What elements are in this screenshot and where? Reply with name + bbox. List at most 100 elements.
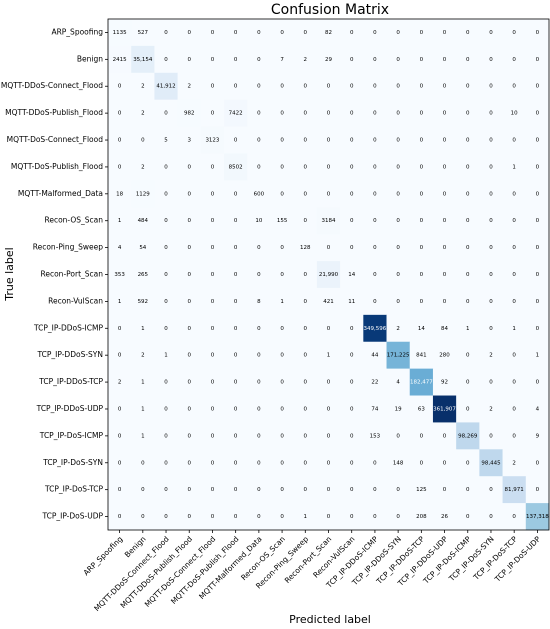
cell-label: 148 — [393, 460, 404, 466]
cell — [525, 314, 550, 343]
cell — [479, 72, 503, 100]
cell-label: 1 — [304, 514, 308, 520]
cell-label: 0 — [187, 326, 191, 332]
cell-label: 0 — [211, 191, 215, 197]
cell — [177, 422, 202, 450]
cell-label: 0 — [257, 138, 261, 144]
cell-label: 0 — [211, 164, 215, 170]
cell — [432, 503, 457, 531]
cell-label: 0 — [234, 30, 238, 36]
cell-label: 0 — [512, 57, 516, 63]
cell — [432, 126, 457, 154]
cell-label: 0 — [420, 84, 424, 90]
cell — [131, 180, 155, 208]
cell-label: 182,477 — [410, 380, 433, 386]
cell — [432, 287, 457, 316]
cell — [479, 368, 503, 396]
y-tick-label: TCP_IP-DDoS-ICMP — [33, 323, 103, 332]
cell — [108, 207, 132, 235]
cell-label: 0 — [234, 299, 238, 305]
cell-label: 2 — [141, 111, 145, 117]
cell — [108, 449, 132, 477]
cell-label: 0 — [536, 111, 540, 117]
cell — [340, 314, 364, 343]
y-tick-label: TCP_IP-DoS-ICMP — [39, 431, 104, 440]
cell-label: 0 — [280, 111, 284, 117]
cell-label: 2 — [141, 84, 145, 90]
cell-label: 0 — [536, 460, 540, 466]
cell-label: 0 — [373, 191, 377, 197]
cell — [409, 287, 434, 316]
cell — [363, 476, 387, 504]
cell — [154, 476, 178, 504]
cell — [409, 99, 434, 127]
cell — [131, 99, 155, 127]
cell — [108, 476, 132, 504]
cell — [525, 341, 550, 369]
cell-label: 35,154 — [133, 57, 153, 63]
cell — [154, 72, 178, 100]
cell-label: 0 — [280, 272, 284, 278]
cell-label: 0 — [141, 460, 145, 466]
cell — [502, 153, 527, 181]
cell-label: 0 — [327, 245, 331, 251]
cell — [247, 234, 271, 262]
cell — [525, 234, 550, 262]
cell — [177, 503, 202, 531]
cell-label: 0 — [489, 326, 493, 332]
cell — [316, 476, 341, 504]
cell-label: 0 — [304, 111, 308, 117]
cell-label: 74 — [371, 406, 378, 412]
cell-label: 0 — [443, 164, 447, 170]
cell-label: 0 — [211, 326, 215, 332]
cell-label: 0 — [512, 380, 516, 386]
cell — [270, 99, 294, 127]
cell — [177, 207, 202, 235]
cell-label: 0 — [420, 57, 424, 63]
y-tick-label: Recon-VulScan — [48, 296, 103, 305]
cell — [177, 99, 202, 127]
cell — [108, 341, 132, 369]
x-axis-label: Predicted label — [289, 613, 371, 626]
cell — [479, 476, 503, 504]
cell-label: 0 — [164, 406, 168, 412]
cell — [409, 341, 434, 369]
cell-label: 0 — [234, 353, 238, 359]
cell — [177, 234, 202, 262]
cell — [247, 314, 271, 343]
cell — [363, 207, 387, 235]
cell-label: 0 — [257, 353, 261, 359]
cell-label: 7422 — [229, 111, 243, 117]
cell-label: 0 — [187, 460, 191, 466]
cell — [432, 180, 457, 208]
cell — [456, 126, 480, 154]
cell-label: 0 — [489, 299, 493, 305]
cell-label: 0 — [466, 138, 470, 144]
y-tick-label: Benign — [77, 54, 103, 63]
cell — [432, 234, 457, 262]
cell — [131, 287, 155, 316]
y-tick-label: TCP_IP-DoS-SYN — [42, 458, 103, 467]
cell-label: 0 — [141, 514, 145, 520]
cell-label: 1 — [536, 353, 540, 359]
cell-label: 0 — [164, 164, 168, 170]
cell — [154, 422, 178, 450]
cell-label: 0 — [420, 245, 424, 251]
cell-label: 0 — [164, 245, 168, 251]
cell-label: 0 — [466, 353, 470, 359]
cell — [316, 153, 341, 181]
cell-label: 0 — [373, 299, 377, 305]
cell-label: 0 — [350, 84, 354, 90]
cell-label: 0 — [396, 433, 400, 439]
cell — [502, 341, 527, 369]
cell — [525, 503, 550, 531]
cell-label: 0 — [327, 380, 331, 386]
cell-label: 0 — [536, 380, 540, 386]
cell-label: 0 — [304, 30, 308, 36]
y-tick-label: TCP_IP-DoS-UDP — [41, 512, 103, 521]
cell — [479, 153, 503, 181]
cell-label: 137,318 — [526, 514, 549, 520]
cell — [316, 99, 341, 127]
cell-label: 1 — [118, 299, 122, 305]
cell-label: 0 — [280, 191, 284, 197]
